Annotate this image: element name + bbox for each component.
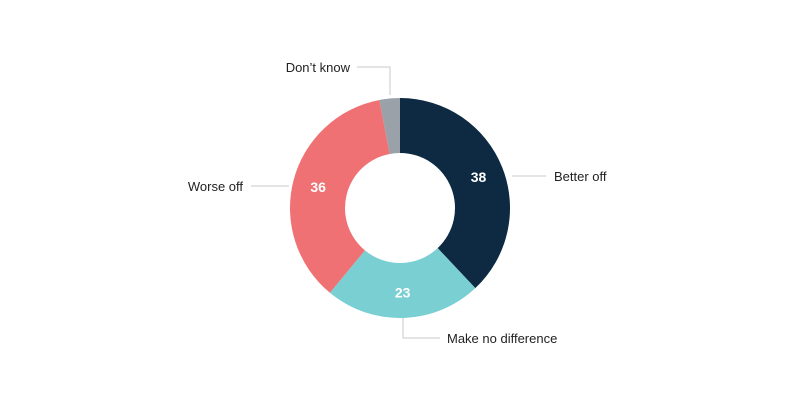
slice-make-no-difference [329, 248, 476, 318]
slice-don-t-know [379, 98, 400, 154]
slice-better-off [400, 98, 510, 289]
category-labels: Better off Make no difference Worse off Don… [188, 60, 607, 346]
donut-slices [289, 98, 510, 318]
value-label-make-no-difference: 23 [395, 284, 411, 300]
category-label-better-off: Better off [554, 169, 607, 184]
value-labels: 38 23 36 [310, 169, 486, 301]
value-label-worse-off: 36 [310, 179, 326, 195]
category-label-worse-off: Worse off [188, 179, 244, 194]
category-label-don-t-know: Don’t know [286, 60, 351, 75]
leader-line-make-no-difference [402, 318, 440, 339]
leader-line-don-t-know [357, 66, 391, 95]
slice-worse-off [289, 99, 390, 293]
category-label-make-no-difference: Make no difference [447, 331, 557, 346]
value-label-better-off: 38 [471, 169, 487, 185]
leader-lines [251, 66, 546, 339]
